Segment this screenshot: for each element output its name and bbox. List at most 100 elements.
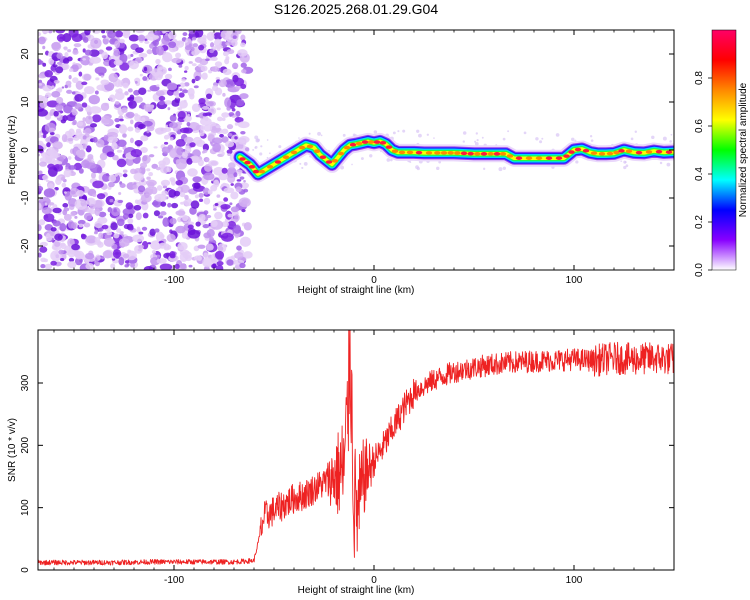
ridge-peak	[574, 147, 582, 152]
noise-speckle	[61, 182, 67, 188]
noise-speckle	[81, 81, 88, 86]
colorbar-tick-label: 0.0	[694, 263, 705, 277]
noise-speckle	[112, 249, 122, 259]
noise-speckle	[202, 112, 208, 117]
noise-speckle	[192, 182, 201, 189]
noise-speckle	[107, 207, 113, 213]
noise-speckle	[634, 130, 638, 133]
noise-speckle	[236, 169, 243, 175]
ridge-peak	[515, 156, 523, 160]
noise-speckle	[256, 138, 260, 142]
ridge-peak	[545, 156, 553, 160]
noise-speckle	[129, 119, 134, 125]
noise-speckle	[171, 202, 179, 209]
spectrogram-x-axis-label: Height of straight line (km)	[298, 285, 415, 296]
noise-speckle	[108, 174, 117, 183]
noise-speckle	[41, 207, 52, 215]
noise-speckle	[136, 226, 141, 232]
noise-speckle	[82, 48, 86, 53]
noise-speckle	[74, 215, 78, 219]
noise-speckle	[112, 68, 118, 72]
noise-speckle	[134, 114, 142, 122]
noise-speckle	[84, 49, 92, 56]
noise-speckle	[228, 162, 236, 169]
noise-speckle	[174, 97, 181, 103]
noise-speckle	[38, 233, 43, 240]
noise-speckle	[108, 94, 116, 103]
noise-speckle	[207, 189, 213, 195]
noise-speckle	[81, 102, 88, 108]
noise-speckle	[68, 165, 77, 170]
noise-speckle	[60, 176, 65, 181]
noise-speckle	[218, 172, 229, 181]
noise-speckle	[84, 127, 92, 135]
noise-speckle	[71, 110, 78, 116]
noise-speckle	[214, 203, 219, 207]
noise-speckle	[130, 263, 136, 268]
noise-speckle	[198, 97, 206, 105]
noise-speckle	[52, 220, 61, 227]
noise-speckle	[83, 212, 93, 221]
noise-speckle	[216, 46, 221, 52]
noise-speckle	[191, 63, 197, 67]
ridge-peak	[248, 165, 256, 169]
noise-speckle	[147, 242, 152, 245]
noise-speckle	[108, 181, 115, 188]
noise-speckle	[169, 253, 176, 259]
noise-speckle	[192, 176, 202, 183]
noise-speckle	[159, 165, 170, 174]
noise-speckle	[62, 57, 70, 64]
noise-speckle	[125, 202, 134, 210]
noise-speckle	[128, 213, 134, 219]
noise-speckle	[96, 193, 106, 200]
noise-speckle	[220, 33, 226, 39]
spectrogram-y-tick-label: -20	[20, 238, 31, 253]
ridge-peak	[613, 150, 620, 155]
noise-speckle	[230, 183, 234, 186]
noise-speckle	[148, 171, 154, 177]
noise-speckle	[220, 183, 224, 188]
noise-speckle	[94, 208, 101, 216]
noise-speckle	[100, 79, 110, 85]
noise-speckle	[87, 153, 94, 160]
noise-speckle	[48, 127, 56, 132]
noise-speckle	[82, 135, 87, 140]
noise-speckle	[94, 237, 101, 244]
noise-speckle	[38, 196, 51, 206]
ridge-peak	[252, 169, 260, 174]
noise-speckle	[137, 123, 146, 130]
noise-speckle	[130, 149, 143, 158]
noise-speckle	[220, 203, 231, 210]
noise-speckle	[146, 168, 151, 172]
noise-speckle	[159, 263, 173, 270]
noise-speckle	[56, 33, 66, 42]
noise-speckle	[146, 49, 153, 55]
noise-speckle	[101, 224, 109, 230]
noise-speckle	[203, 124, 213, 132]
noise-speckle	[39, 241, 48, 247]
spectrogram-y-tick-label: 20	[20, 48, 31, 60]
noise-speckle	[132, 234, 145, 243]
noise-speckle	[68, 30, 79, 38]
noise-speckle	[38, 219, 46, 226]
noise-speckle	[198, 44, 205, 51]
spectrogram-y-axis-label: Frequency (Hz)	[7, 116, 18, 185]
noise-speckle	[205, 243, 214, 251]
noise-speckle	[208, 160, 219, 167]
noise-speckle	[373, 130, 378, 134]
noise-speckle	[117, 199, 124, 204]
noise-speckle	[230, 191, 239, 200]
noise-speckle	[167, 31, 177, 40]
noise-speckle	[197, 244, 206, 249]
noise-speckle	[194, 194, 200, 199]
noise-speckle	[46, 142, 51, 148]
noise-speckle	[165, 124, 169, 128]
noise-speckle	[138, 244, 144, 249]
noise-speckle	[44, 263, 53, 270]
noise-speckle	[226, 259, 234, 266]
noise-speckle	[342, 133, 346, 137]
noise-speckle	[122, 169, 128, 173]
noise-speckle	[221, 136, 229, 143]
noise-speckle	[153, 146, 158, 149]
ridge-peak	[454, 151, 461, 155]
